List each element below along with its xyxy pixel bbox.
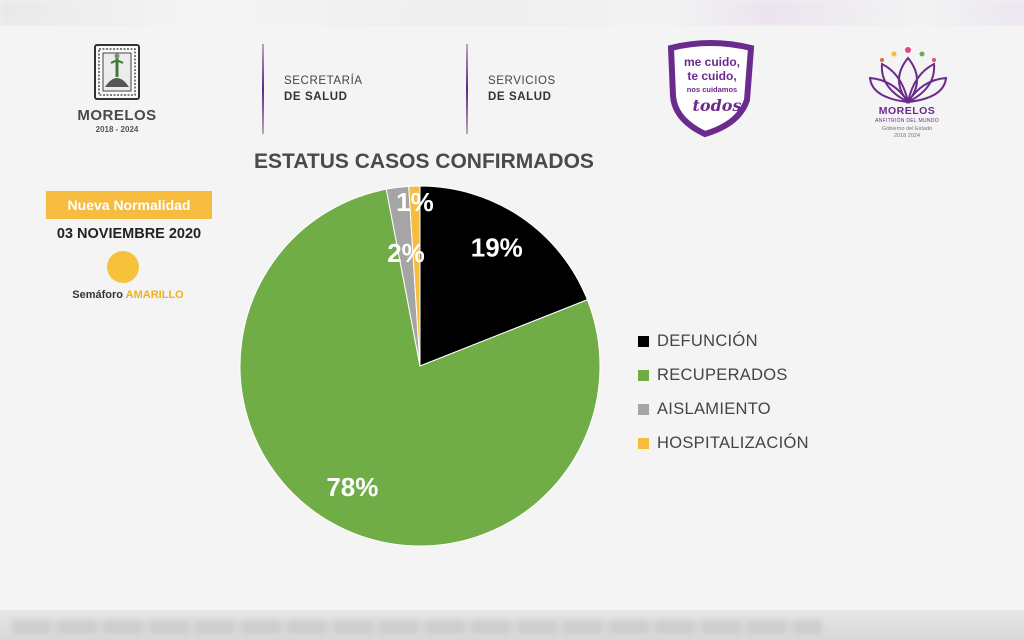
pie-slice-defuncion <box>419 185 589 367</box>
servicios-line1: SERVICIOS <box>488 75 556 87</box>
semaforo-status: Semáforo AMARILLO <box>40 289 216 301</box>
legend-label-hospitalizacion: HOSPITALIZACIÓN <box>657 433 809 452</box>
pie-label-hospitalizacion: 1% <box>396 187 434 217</box>
nueva-normalidad-badge: Nueva Normalidad <box>46 191 212 219</box>
pie-label-recuperados: 78% <box>326 472 378 502</box>
lotus-logo-icon <box>868 47 948 104</box>
pie-slice-recuperados <box>239 188 601 547</box>
semaforo-value: AMARILLO <box>125 289 184 301</box>
legend-item-recuperados: RECUPERADOS <box>638 358 809 392</box>
report-date: 03 NOVIEMBRE 2020 <box>56 226 202 242</box>
legend-label-aislamiento: AISLAMIENTO <box>657 399 771 418</box>
campaign-line1: me cuido, <box>684 55 740 69</box>
top-blurred-strip <box>0 0 1024 26</box>
gov-period: Gobierno del Estado 2018 2024 <box>862 126 952 140</box>
legend-item-defuncion: DEFUNCIÓN <box>638 324 809 358</box>
gov-line1: Gobierno del Estado <box>881 126 933 132</box>
morelos-crest-icon <box>94 44 140 100</box>
gov-line2: 2018 2024 <box>894 133 920 139</box>
legend-swatch-aislamiento <box>638 403 649 415</box>
chart-legend: DEFUNCIÓN RECUPERADOS AISLAMIENTO HOSPITALI… <box>638 324 809 460</box>
secretaria-line2: DE SALUD <box>284 91 348 103</box>
pie-label-defuncion: 19% <box>471 233 523 263</box>
slide: MORELOS 2018 - 2024 SECRETARÍA DE SALUD … <box>0 26 1024 610</box>
divider-2 <box>466 44 468 134</box>
campaign-line3: nos cuidamos <box>687 85 737 94</box>
campaign-line4: todos <box>693 96 742 115</box>
legend-item-aislamiento: AISLAMIENTO <box>638 392 809 426</box>
campaign-shield-logo: me cuido, te cuido, nos cuidamos todos <box>667 40 755 138</box>
legend-item-hospitalizacion: HOSPITALIZACIÓN <box>638 426 809 460</box>
gov-slogan: ANFITRIÓN DEL MUNDO <box>875 118 939 124</box>
secretaria-line1: SECRETARÍA <box>284 75 363 87</box>
pie-slice-hospitalizacion <box>408 185 421 367</box>
divider-1 <box>262 44 264 134</box>
servicios-line2: DE SALUD <box>488 91 552 103</box>
legend-label-defuncion: DEFUNCIÓN <box>657 331 758 350</box>
legend-swatch-recuperados <box>638 369 649 381</box>
gov-name: MORELOS <box>878 105 936 117</box>
servicios-de-salud: SERVICIOS DE SALUD <box>488 73 556 105</box>
bottom-blurred-text <box>12 620 822 634</box>
state-name: MORELOS <box>77 107 157 124</box>
legend-swatch-defuncion <box>638 335 649 347</box>
pie-chart: 19% 78% 2% 1% <box>239 185 601 547</box>
semaforo-label: Semáforo <box>72 289 124 301</box>
state-years: 2018 - 2024 <box>95 125 139 134</box>
pie-label-aislamiento: 2% <box>387 238 425 268</box>
legend-label-recuperados: RECUPERADOS <box>657 365 788 384</box>
legend-swatch-hospitalizacion <box>638 437 649 449</box>
campaign-line2: te cuido, <box>687 69 736 83</box>
secretaria-de-salud: SECRETARÍA DE SALUD <box>284 73 363 105</box>
semaforo-sun-icon <box>107 251 139 283</box>
chart-title: ESTATUS CASOS CONFIRMADOS <box>254 150 594 173</box>
